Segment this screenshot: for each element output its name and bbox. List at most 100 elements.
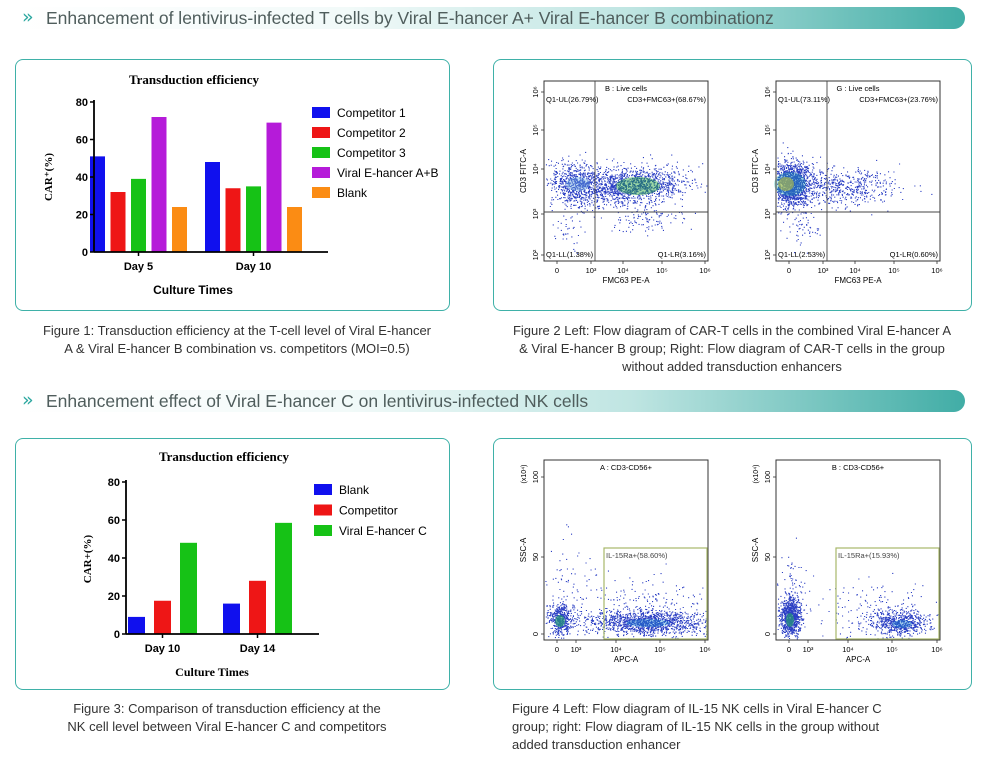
flow-plot-nk-blank: B : CD3-CD56+ 0 10³ 10⁴ 10⁵ 10⁶ 0 50 100 APC-A SSC…: [751, 459, 943, 664]
y-tick-label: 60: [76, 135, 88, 147]
plot-frame: [775, 459, 941, 641]
density-core: [778, 177, 794, 191]
plot-title: A : CD3-CD56+: [600, 463, 653, 472]
x-tick-label: 10³: [818, 266, 829, 275]
quadrant-ur-label: CD3+FMC63+(68.67%): [627, 95, 706, 104]
x-tick-label: 10⁶: [699, 645, 710, 654]
y-tick-label: 10⁴: [531, 163, 540, 175]
event-dots: [777, 142, 933, 254]
x-tick-label: 0: [555, 645, 559, 654]
figure3-panel: Transduction efficiency CAR+(%) Culture …: [15, 438, 450, 690]
quadrant-ll-label: Q1-LL(1.38%): [546, 250, 594, 259]
double-chevron-icon: »: [22, 389, 34, 411]
legend-entry: Competitor 2: [337, 126, 406, 140]
bar-day-10-blank: [128, 616, 145, 634]
bar-chart-t-cells: Transduction efficiency CAR⁺(%) Culture …: [43, 72, 439, 297]
x-axis-label: FMC63 PE-A: [602, 276, 650, 285]
x-tick-label: Day 14: [240, 643, 276, 655]
y-tick-label: 50: [531, 553, 540, 561]
section-title: Enhancement of lentivirus-infected T cel…: [46, 8, 774, 28]
x-tick-label: 10³: [571, 645, 582, 654]
y-tick-label: 0: [531, 632, 540, 636]
quadrant-lr-label: Q1-LR(0.60%): [890, 250, 939, 259]
density-core: [774, 172, 806, 196]
bar-day-14-blank: [223, 603, 240, 634]
plot-frame: [775, 80, 941, 262]
x-tick-label: 10⁶: [699, 266, 710, 275]
quadrant-ur-label: CD3+FMC63+(23.76%): [859, 95, 938, 104]
legend-entry: Competitor 1: [337, 106, 406, 120]
x-tick-label: 10⁵: [888, 266, 899, 275]
x-tick-label: 10⁵: [654, 645, 665, 654]
figure2-panel: B : Live cells 0 10³ 10⁴ 10⁵ 10⁶ 10² 10³ 10⁴ 10⁵ 1…: [493, 59, 972, 311]
legend-entry: Blank: [337, 186, 368, 200]
legend-swatch: [314, 484, 332, 495]
quadrant-ll-label: Q1-LL(2.53%): [778, 250, 826, 259]
x-tick-label: 10⁵: [656, 266, 667, 275]
quadrant-ul-label: Q1-UL(26.79%): [546, 95, 599, 104]
event-dots: [545, 524, 708, 640]
figure2-caption: Figure 2 Left: Flow diagram of CAR-T cel…: [512, 323, 952, 374]
plot-frame: [543, 80, 709, 262]
y-tick-label: 10⁵: [531, 124, 540, 135]
flow-plot-nk-enhancer: A : CD3-CD56+ 0 10³ 10⁴ 10⁵ 10⁶ 0 50 100 APC-A SSC…: [519, 459, 711, 664]
y-tick-label: 10³: [531, 208, 540, 219]
bar-day-10-competitor-1: [205, 162, 220, 252]
gate-label: IL-15Ra+(15.93%): [838, 551, 900, 560]
section-banner-t-cells: » Enhancement of lentivirus-infected T c…: [12, 6, 965, 29]
bar-day-14-competitor: [249, 580, 266, 634]
legend-entry: Blank: [339, 483, 370, 497]
bar-day-10-viral-e-hancer-c: [180, 542, 197, 634]
bar-day-10-blank: [287, 207, 302, 252]
legend-entry: Viral E-hancer C: [339, 524, 427, 538]
y-tick-label: 0: [114, 629, 120, 641]
density-core: [626, 619, 670, 627]
section-title: Enhancement effect of Viral E-hancer C o…: [46, 391, 589, 411]
figure1-panel: Transduction efficiency CAR⁺(%) Culture …: [15, 59, 450, 311]
y-tick-label: 10⁶: [763, 86, 772, 97]
quadrant-ul-label: Q1-UL(73.11%): [778, 95, 830, 104]
y-tick-label: 20: [108, 591, 120, 603]
gate-label: IL-15Ra+(58.60%): [606, 551, 668, 560]
x-axis-label: FMC63 PE-A: [834, 276, 882, 285]
x-tick-label: 10³: [803, 645, 814, 654]
x-tick-label: 10⁴: [842, 645, 854, 654]
y-tick-label: 0: [763, 632, 772, 636]
x-tick-label: 0: [787, 645, 791, 654]
y-tick-label: 10³: [763, 208, 772, 219]
legend-swatch: [314, 504, 332, 516]
x-tick-label: Day 5: [124, 261, 153, 273]
y-tick-label: 80: [76, 97, 88, 109]
density-core: [566, 177, 590, 191]
y-axis-label: SSC-A: [751, 537, 760, 562]
bar-day-10-competitor: [154, 600, 171, 634]
y-axis-label: CD3 FITC-A: [751, 148, 760, 193]
x-tick-label: 10⁴: [617, 266, 629, 275]
y-axis-label: SSC-A: [519, 537, 528, 562]
x-tick-label: 10⁵: [886, 645, 897, 654]
chart-title: Transduction efficiency: [129, 72, 260, 87]
figure4-caption: Figure 4 Left: Flow diagram of IL-15 NK …: [512, 701, 882, 752]
gate-rectangle: [835, 547, 940, 640]
y-tick-label: 10⁴: [763, 163, 772, 175]
bar-day-10-competitor-3: [246, 186, 261, 252]
plot-title: G : Live cells: [837, 84, 880, 93]
legend-entry: Competitor 3: [337, 146, 406, 160]
legend-swatch: [312, 147, 330, 158]
bar-day-5-competitor-3: [131, 178, 146, 252]
bar-day-5-blank: [172, 207, 187, 252]
bar-day-5-competitor-2: [110, 192, 126, 252]
y-tick-label: 0: [82, 247, 88, 259]
density-core: [555, 615, 565, 627]
x-axis-label: Culture Times: [153, 283, 233, 297]
y-tick-label: 40: [76, 172, 88, 184]
legend-swatch: [312, 187, 330, 198]
y-tick-label: 100: [763, 471, 772, 484]
plot-title: B : Live cells: [605, 84, 647, 93]
bar-day-5-competitor-1: [90, 156, 105, 252]
bar-chart-nk-cells: Transduction efficiency CAR+(%) Culture …: [82, 449, 427, 679]
figure3-caption: Figure 3: Comparison of transduction eff…: [67, 701, 387, 734]
x-axis-label: APC-A: [614, 655, 639, 664]
y-tick-label: 50: [763, 553, 772, 561]
gate-rectangle: [603, 547, 708, 640]
